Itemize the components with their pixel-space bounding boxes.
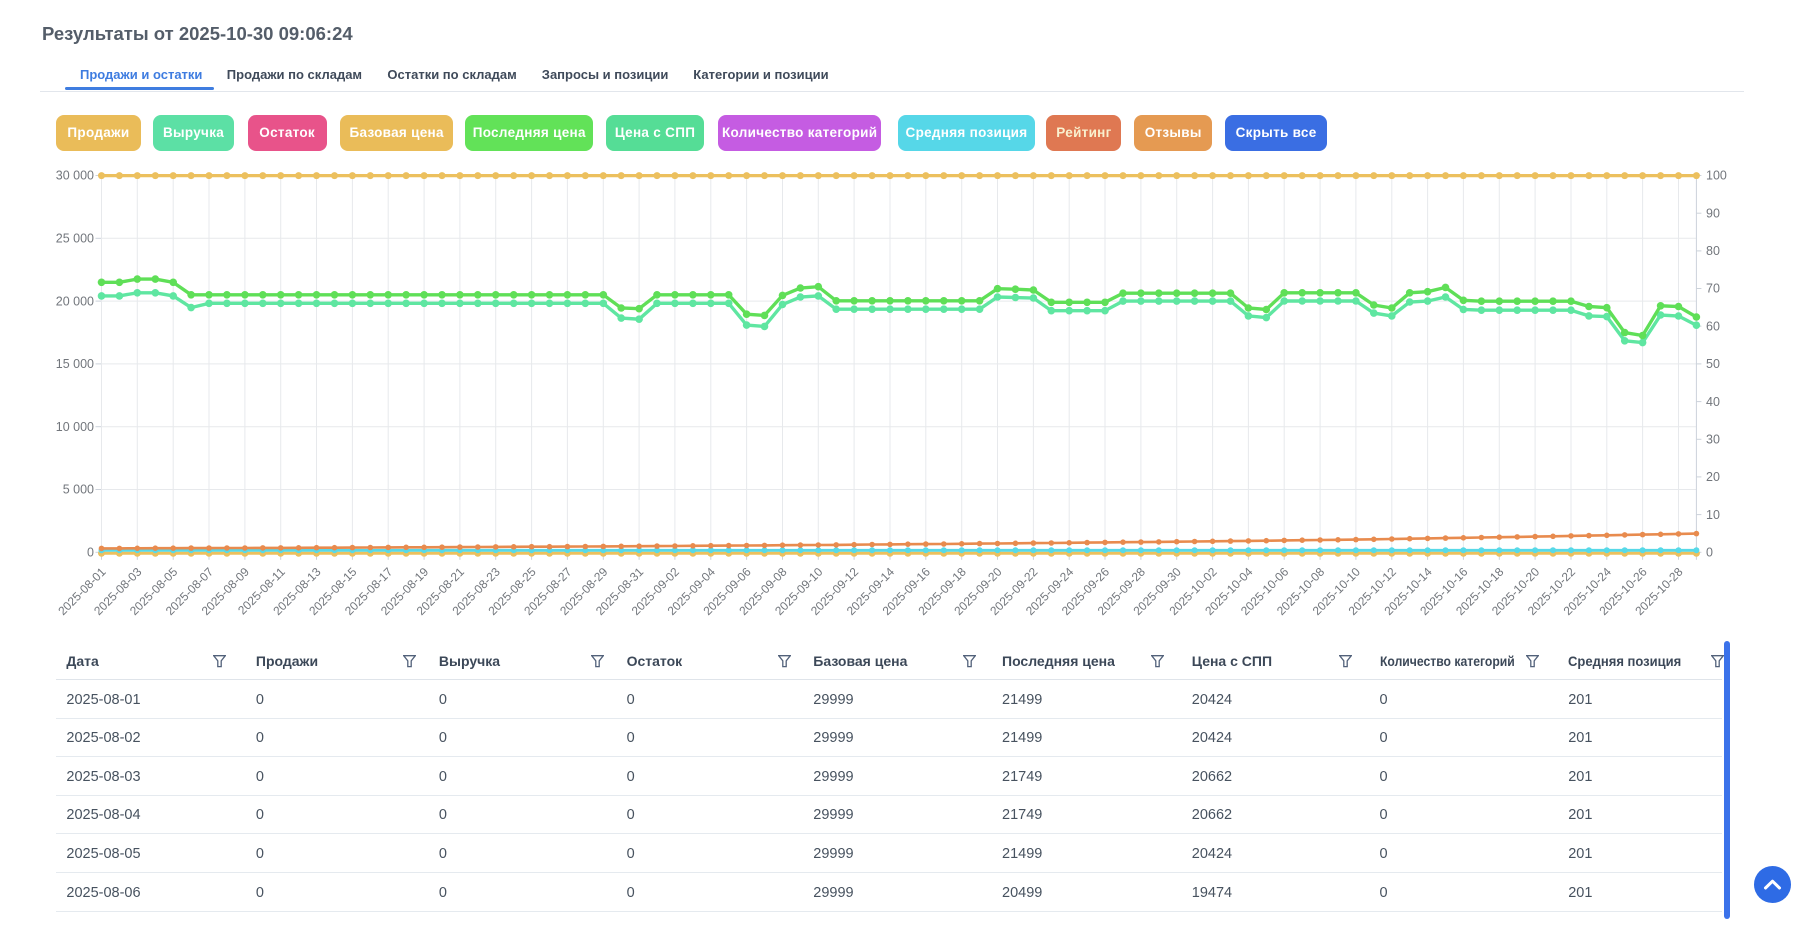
svg-text:30 000: 30 000: [56, 169, 94, 183]
svg-text:0: 0: [87, 546, 94, 560]
svg-text:15 000: 15 000: [56, 357, 94, 371]
svg-text:50: 50: [1706, 357, 1720, 371]
svg-text:30: 30: [1706, 433, 1720, 447]
svg-text:60: 60: [1706, 319, 1720, 333]
svg-text:0: 0: [1706, 546, 1713, 560]
svg-text:70: 70: [1706, 282, 1720, 296]
svg-text:20 000: 20 000: [56, 294, 94, 308]
svg-text:10: 10: [1706, 508, 1720, 522]
svg-text:90: 90: [1706, 206, 1720, 220]
svg-text:40: 40: [1706, 395, 1720, 409]
svg-text:25 000: 25 000: [56, 232, 94, 246]
svg-text:10 000: 10 000: [56, 420, 94, 434]
svg-text:100: 100: [1706, 169, 1727, 183]
svg-text:80: 80: [1706, 244, 1720, 258]
svg-text:20: 20: [1706, 470, 1720, 484]
svg-text:5 000: 5 000: [63, 483, 94, 497]
